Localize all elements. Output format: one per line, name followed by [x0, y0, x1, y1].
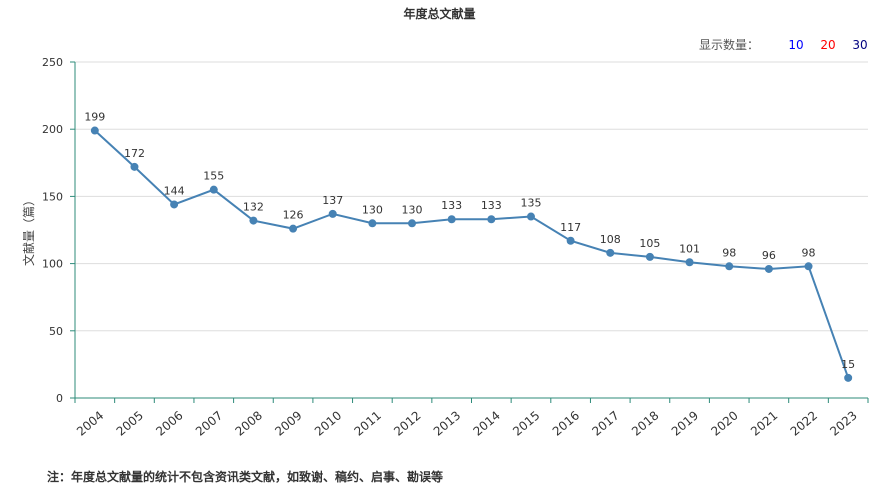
x-tick-label: 2018 — [629, 408, 661, 438]
x-tick-labels: 2004 2005 2006 2007 2008 2009 2010 2011 2012 2013… — [74, 408, 860, 438]
data-label: 98 — [722, 246, 736, 259]
x-tick-label: 2007 — [193, 408, 225, 438]
data-label: 15 — [841, 358, 855, 371]
data-label: 96 — [762, 249, 776, 262]
y-tick-label: 100 — [42, 258, 63, 271]
x-tick-label: 2022 — [788, 408, 820, 438]
data-point — [804, 262, 813, 271]
data-label: 98 — [802, 246, 816, 259]
data-label: 199 — [84, 111, 105, 124]
data-label: 133 — [481, 199, 502, 212]
series-line — [94, 129, 850, 379]
x-tick-label: 2005 — [114, 408, 146, 438]
x-tick-label: 2008 — [233, 408, 265, 438]
x-tick-label: 2010 — [312, 408, 344, 438]
chart-title: 年度总文献量 — [403, 7, 476, 21]
data-point — [764, 264, 773, 273]
data-point — [130, 162, 139, 171]
y-tick-label: 150 — [42, 190, 63, 203]
data-point — [170, 200, 179, 209]
data-label: 172 — [124, 147, 145, 160]
data-point — [725, 262, 734, 271]
data-point — [408, 219, 417, 228]
x-tick-label: 2009 — [272, 408, 304, 438]
data-point — [249, 216, 258, 225]
data-point — [289, 224, 298, 233]
x-tick-label: 2021 — [748, 408, 780, 438]
y-axis-label: 文献量（篇） — [21, 194, 36, 266]
data-point — [685, 258, 694, 267]
data-labels: 199 172 144 155 132 126 137 130 130 133 133 135 117 1… — [84, 111, 855, 371]
data-point — [606, 248, 615, 257]
data-point — [526, 212, 535, 221]
y-tick-label: 250 — [42, 56, 63, 69]
data-label: 126 — [283, 209, 304, 222]
data-label: 135 — [520, 197, 541, 210]
data-label: 144 — [164, 184, 185, 197]
data-point — [566, 236, 575, 245]
y-tick-labels: 0 50 100 150 200 250 — [42, 56, 63, 405]
data-label: 137 — [322, 194, 343, 207]
data-label: 155 — [203, 170, 224, 183]
x-tick-label: 2014 — [471, 408, 503, 438]
data-point — [90, 126, 99, 135]
data-label: 105 — [639, 237, 660, 250]
data-label: 130 — [402, 203, 423, 216]
data-label: 117 — [560, 221, 581, 234]
x-tick-label: 2017 — [589, 408, 621, 438]
display-count-30-button[interactable]: 30 — [852, 37, 868, 52]
y-tick-label: 200 — [42, 123, 63, 136]
x-tick-label: 2015 — [510, 408, 542, 438]
x-tick-label: 2019 — [669, 408, 701, 438]
x-tick-label: 2006 — [153, 408, 185, 438]
x-tick-label: 2016 — [550, 408, 582, 438]
y-tick-label: 0 — [56, 392, 63, 405]
x-tick-label: 2004 — [74, 408, 106, 438]
x-tick-label: 2012 — [391, 408, 423, 438]
data-point — [844, 373, 853, 382]
display-count-20-button[interactable]: 20 — [820, 37, 836, 52]
display-count-10-button[interactable]: 10 — [788, 37, 804, 52]
data-point — [209, 185, 218, 194]
x-tick-label: 2013 — [431, 408, 463, 438]
data-points — [90, 126, 853, 382]
data-point — [328, 209, 337, 218]
grid-lines — [75, 61, 868, 332]
data-label: 132 — [243, 201, 264, 214]
data-point — [447, 215, 456, 224]
data-label: 133 — [441, 199, 462, 212]
x-tick-label: 2011 — [352, 408, 384, 438]
footnote: 注：年度总文献量的统计不包含资讯类文献，如致谢、稿约、启事、勘误等 — [47, 470, 444, 484]
data-label: 130 — [362, 203, 383, 216]
data-label: 101 — [679, 242, 700, 255]
axes — [70, 61, 869, 403]
display-count-label: 显示数量： — [698, 38, 759, 52]
y-tick-label: 50 — [49, 325, 63, 338]
data-point — [368, 219, 377, 228]
display-count-selector: 显示数量： 10 20 30 — [699, 36, 869, 53]
x-tick-label: 2023 — [827, 408, 859, 438]
x-tick-label: 2020 — [708, 408, 740, 438]
data-point — [645, 252, 654, 261]
data-point — [487, 215, 496, 224]
data-label: 108 — [600, 233, 621, 246]
